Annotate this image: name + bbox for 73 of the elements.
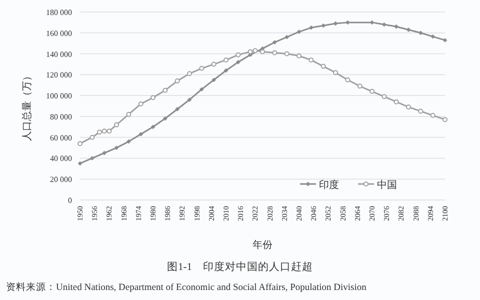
point: [150, 95, 156, 100]
point: [212, 78, 216, 82]
point: [106, 128, 112, 134]
point: [187, 71, 192, 76]
point: [224, 68, 228, 73]
point: [394, 24, 399, 29]
point: [308, 58, 314, 63]
point: [236, 60, 240, 64]
point: [272, 50, 278, 56]
point: [90, 156, 94, 160]
point: [175, 106, 180, 112]
point: [272, 40, 277, 44]
point: [333, 21, 338, 26]
point: [174, 78, 180, 84]
point: [224, 58, 228, 63]
point: [382, 22, 386, 27]
point: [248, 49, 253, 54]
point: [333, 70, 338, 76]
point: [126, 139, 131, 144]
y-tick-label: 160 000: [46, 28, 72, 38]
point: [370, 88, 374, 94]
text: 资料来源：United Nations, Department of Economic and Social Affairs, Population Division: [6, 281, 367, 293]
point: [102, 150, 107, 156]
point: [430, 112, 436, 118]
point: [382, 94, 387, 100]
point: [418, 30, 423, 36]
point: [442, 38, 448, 42]
point: [138, 132, 144, 136]
y-tick-label: 180 000: [46, 8, 72, 17]
point: [296, 53, 302, 58]
point: [211, 62, 216, 67]
point: [162, 88, 168, 93]
y-tick-label: 100 000: [46, 92, 72, 101]
y-tick-label: 20 000: [50, 175, 72, 184]
y-tick-label: 0: [68, 196, 72, 205]
point: [252, 48, 258, 54]
point: [78, 161, 82, 166]
point: [418, 108, 424, 114]
point: [284, 51, 290, 56]
point: [199, 66, 204, 71]
point: [126, 112, 132, 117]
point: [442, 117, 448, 122]
point: [96, 130, 102, 135]
point: [260, 49, 265, 54]
legend-label: 印度: [319, 179, 339, 191]
point: [308, 25, 314, 30]
point: [284, 34, 290, 40]
point: [199, 87, 204, 92]
legend-label: 中国: [377, 179, 397, 191]
point: [394, 99, 399, 104]
point: [345, 77, 350, 82]
point: [114, 122, 119, 128]
point: [102, 128, 107, 134]
y-tick-label: 140 000: [46, 50, 72, 59]
y-tick-label: 40 000: [50, 154, 72, 164]
point: [162, 116, 168, 121]
y-tick-label: 60 000: [50, 133, 72, 142]
y-axis-title: 人口总量（万）: [21, 71, 33, 141]
point: [78, 141, 82, 146]
point: [236, 52, 241, 58]
text: 图1-1 印度对中国的人口赶超: [167, 260, 313, 273]
y-tick-label: 120 000: [46, 70, 72, 80]
point: [430, 34, 436, 39]
y-tick-label: 80 000: [50, 112, 72, 122]
point: [150, 124, 156, 130]
point: [138, 101, 144, 106]
point: [370, 20, 374, 25]
x-axis-title: 年份: [252, 239, 272, 251]
point: [296, 30, 302, 34]
point: [90, 134, 95, 140]
point: [406, 104, 411, 110]
point: [357, 84, 362, 89]
point: [320, 64, 326, 69]
